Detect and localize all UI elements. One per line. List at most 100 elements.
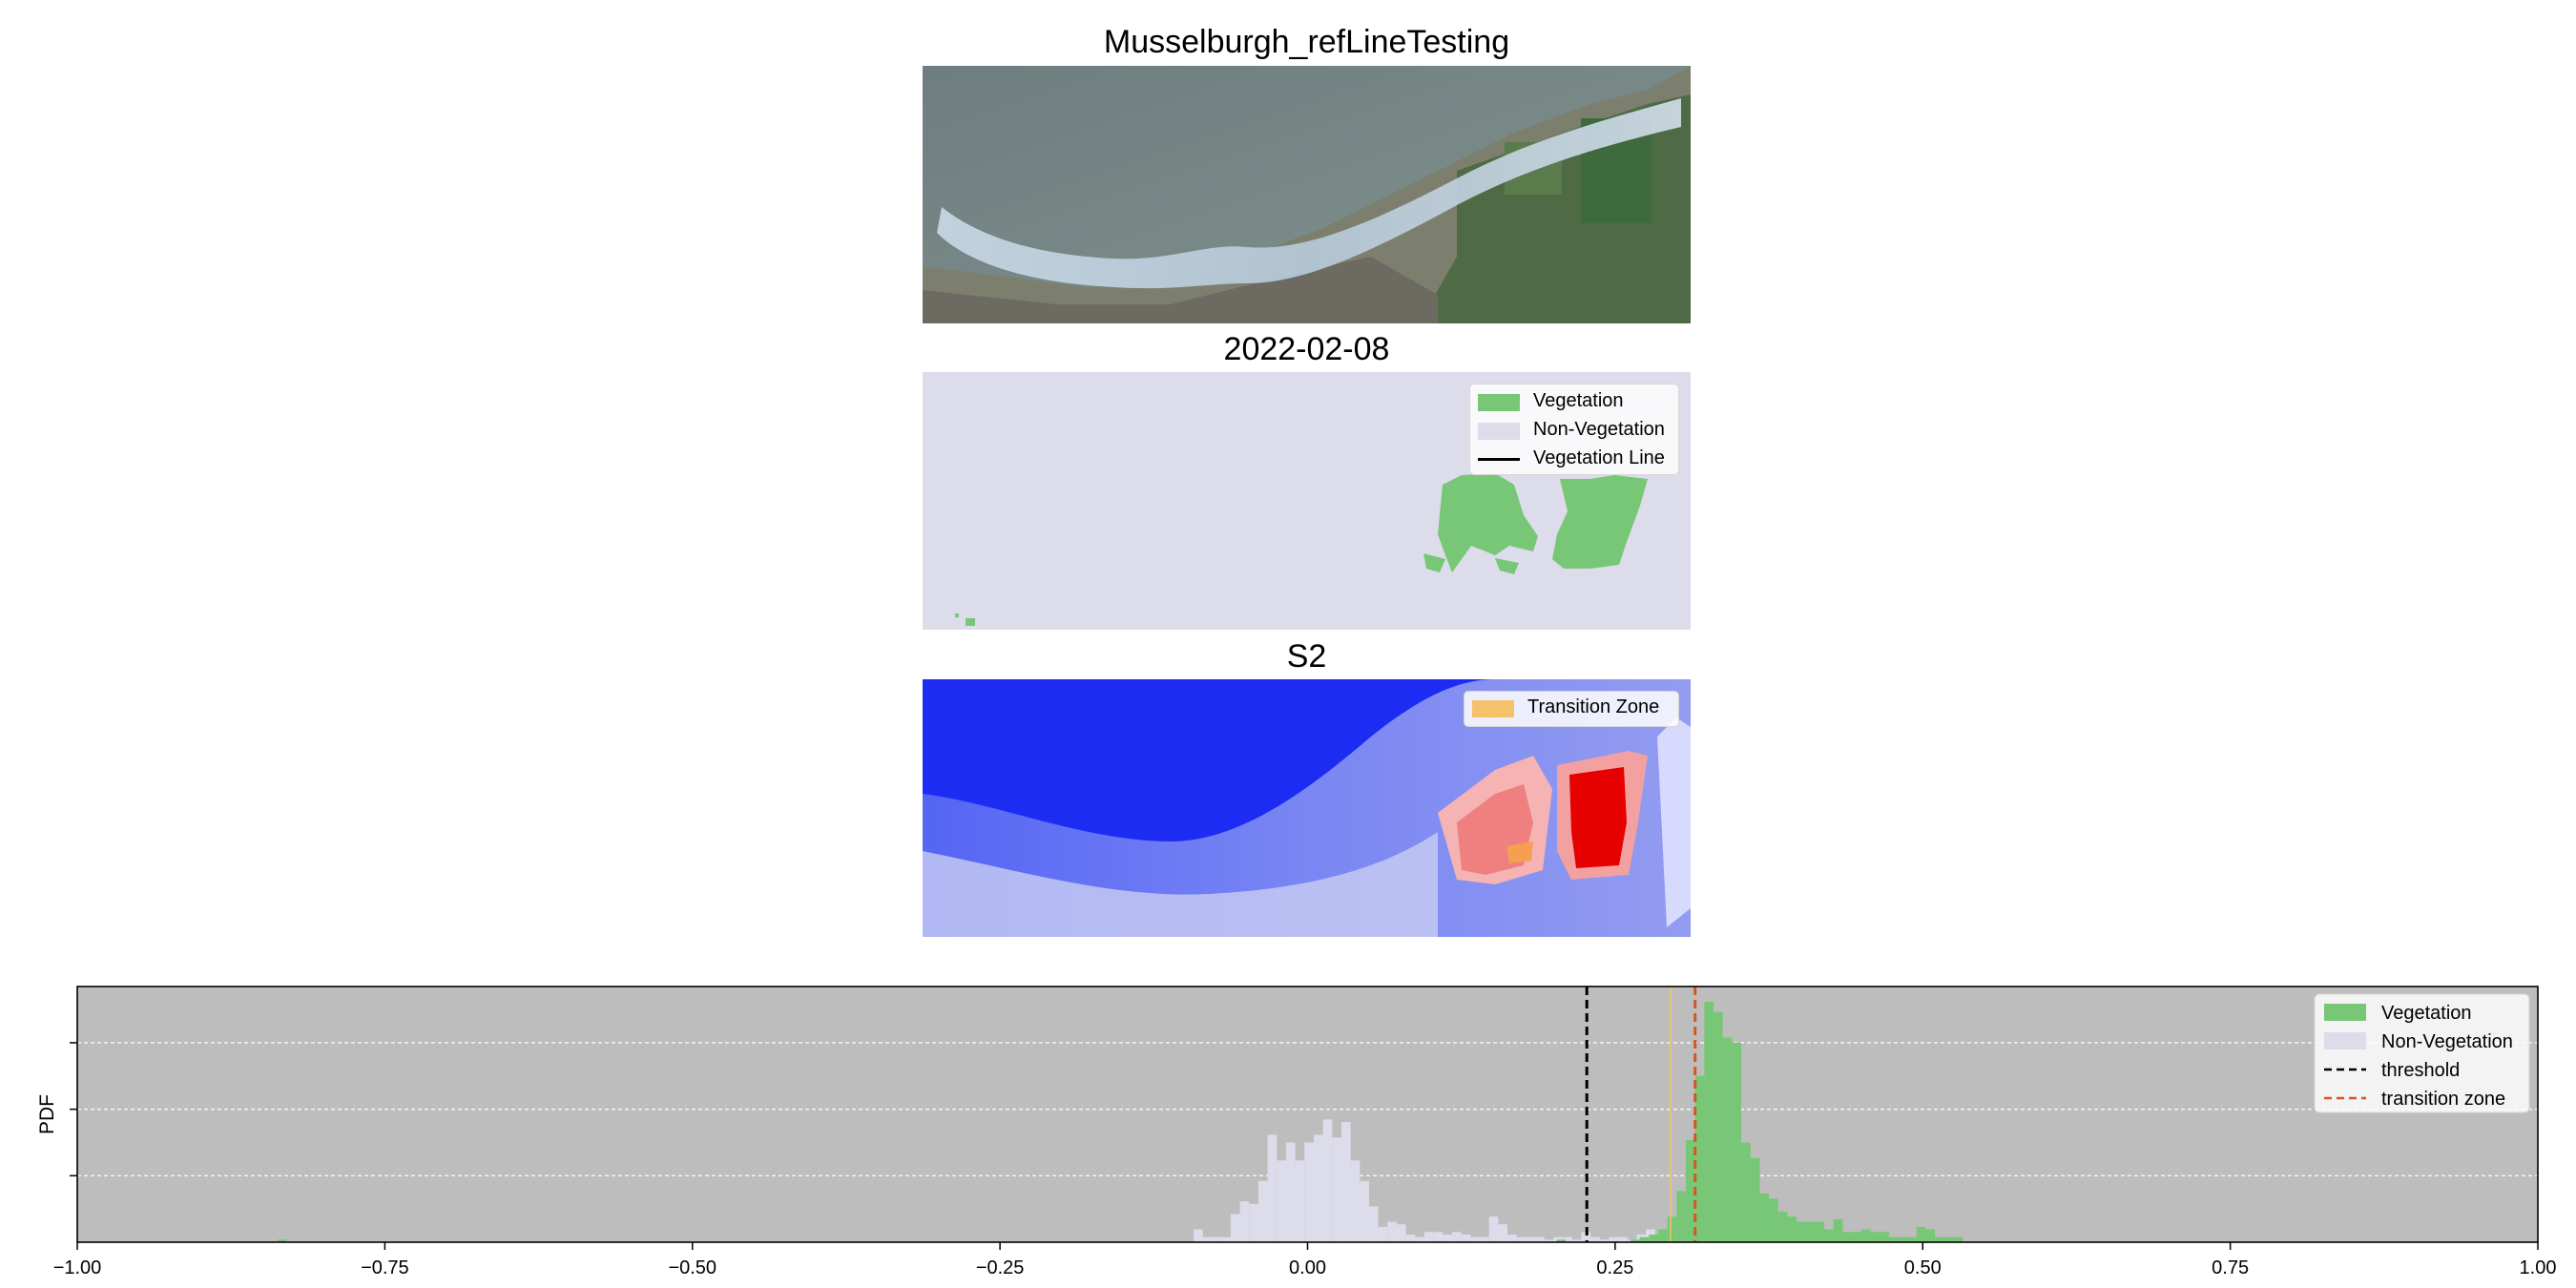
non-vegetation-bar: [1304, 1142, 1314, 1242]
legend-label-threshold: threshold: [2381, 1060, 2460, 1081]
non-vegetation-bar: [1405, 1234, 1416, 1242]
non-vegetation-bar: [1350, 1160, 1361, 1242]
vegetation-patch: [1423, 553, 1445, 572]
vegetation-bar: [1750, 1157, 1760, 1242]
vegetation-bar: [1880, 1232, 1889, 1242]
map-legend: Vegetation Non-Vegetation Vegetation Lin…: [1469, 384, 1679, 475]
non-vegetation-legend-swatch: [1478, 423, 1520, 440]
non-vegetation-bar: [1194, 1229, 1203, 1242]
vegetation-bar: [1769, 1198, 1778, 1242]
vegetation-bar: [1842, 1232, 1853, 1242]
vegetation-bar: [1907, 1236, 1917, 1242]
x-tick-label: 0.25: [1596, 1257, 1633, 1278]
non-vegetation-bar: [1360, 1180, 1369, 1242]
vegetation-bar: [1630, 1239, 1640, 1242]
non-vegetation-bar: [1618, 1236, 1628, 1242]
non-vegetation-bar: [1571, 1239, 1582, 1242]
vegetation-bar: [1833, 1218, 1843, 1242]
non-vegetation-bar: [1535, 1236, 1545, 1242]
non-vegetation-bar: [1452, 1232, 1462, 1242]
town-area: [923, 832, 1438, 937]
x-axis-ticks: −1.00 −0.75 −0.50 −0.25 0.00 0.25 0.50 0.75 1.00: [53, 1242, 2556, 1278]
non-vegetation-bar: [1313, 1134, 1323, 1242]
non-vegetation-bar: [1212, 1236, 1222, 1242]
vegetation-bar: [1741, 1142, 1751, 1242]
y-axis-ticks: [70, 1042, 77, 1177]
vegetation-bar: [1714, 1011, 1723, 1242]
non-vegetation-bar: [1526, 1236, 1536, 1242]
vegetation-bar: [1658, 1229, 1668, 1242]
non-vegetation-bar: [1498, 1224, 1508, 1242]
non-vegetation-bar: [1590, 1236, 1600, 1242]
vegetation-bar: [1824, 1229, 1834, 1242]
legend-label-vegetation: Vegetation: [2381, 1003, 2472, 1024]
vegetation-bar: [1815, 1221, 1825, 1242]
non-vegetation-bar: [1609, 1236, 1619, 1242]
non-vegetation-bar: [1378, 1226, 1388, 1242]
non-vegetation-bar: [1322, 1119, 1333, 1242]
panel-title-date: 2022-02-08: [1223, 331, 1390, 367]
legend-label-non-vegetation: Non-Vegetation: [2381, 1031, 2513, 1052]
non-vegetation-bar: [1581, 1232, 1591, 1242]
non-vegetation-bar: [1285, 1142, 1296, 1242]
vegetation-patch: [1438, 473, 1538, 572]
non-vegetation-bar: [1230, 1214, 1240, 1242]
histogram-legend: Vegetation Non-Vegetation threshold tran…: [2314, 993, 2530, 1113]
panel-title-site: Musselburgh_refLineTesting: [1103, 24, 1510, 60]
legend-label-transition-zone: transition zone: [2381, 1089, 2505, 1110]
vegetation-line-legend-swatch: [1478, 458, 1520, 461]
non-vegetation-bar: [1415, 1236, 1425, 1242]
vegetation-bar: [1649, 1234, 1659, 1242]
non-vegetation-bar: [1470, 1236, 1481, 1242]
non-vegetation-bar: [1368, 1206, 1379, 1242]
vegetation-bar: [1888, 1236, 1899, 1242]
vegetation-bar: [1704, 1002, 1714, 1242]
vegetation-bar: [1852, 1232, 1861, 1242]
x-tick-label: −0.25: [976, 1257, 1025, 1278]
vegetation-bar: [1805, 1221, 1816, 1242]
vegetation-bar: [1667, 1216, 1677, 1242]
non-vegetation-bar: [1257, 1180, 1268, 1242]
non-vegetation-bar: [1221, 1236, 1231, 1242]
non-vegetation-bar: [1396, 1224, 1406, 1242]
x-tick-label: 0.50: [1904, 1257, 1942, 1278]
non-vegetation-bar: [1480, 1236, 1489, 1242]
vegetation-patch: [966, 618, 975, 626]
vegetation-bar: [1953, 1236, 1963, 1242]
vegetation-bar: [1943, 1236, 1954, 1242]
non-vegetation-bar: [1267, 1134, 1278, 1242]
non-vegetation-bar: [1340, 1122, 1351, 1242]
vegetation-bar: [1759, 1194, 1770, 1242]
non-vegetation-bar: [1563, 1236, 1572, 1242]
vegetation-bar: [1870, 1232, 1880, 1242]
non-vegetation-bar: [1249, 1203, 1258, 1242]
reference-lines: [1585, 987, 1697, 1242]
non-vegetation-bar: [1443, 1234, 1453, 1242]
x-tick-label: −1.00: [53, 1257, 102, 1278]
non-vegetation-bar: [1387, 1221, 1397, 1242]
vegetation-bar: [1732, 1042, 1742, 1242]
non-vegetation-bar: [1544, 1239, 1554, 1242]
non-vegetation-bar: [1516, 1236, 1527, 1242]
vegetation-bar: [1787, 1216, 1797, 1242]
vegetation-patch: [955, 613, 959, 617]
vegetation-bar: [1916, 1226, 1926, 1242]
road-area: [1657, 717, 1691, 927]
legend-label-non-vegetation: Non-Vegetation: [1533, 419, 1665, 440]
vegetation-bar: [1686, 1139, 1695, 1242]
vegetation-patch: [1495, 558, 1519, 574]
legend-label-transition-zone: Transition Zone: [1527, 696, 1660, 717]
non-vegetation-bar: [1488, 1216, 1499, 1242]
legend-swatch-vegetation: [2324, 1004, 2366, 1021]
vegetation-patch: [1552, 475, 1648, 569]
x-tick-label: −0.50: [668, 1257, 717, 1278]
vegetation-bar: [1935, 1236, 1944, 1242]
vegetation-bar: [1694, 1075, 1705, 1242]
rgb-image-svg: [923, 66, 1691, 323]
non-vegetation-bar: [1599, 1239, 1610, 1242]
index-heatmap: Transition Zone: [923, 679, 1691, 937]
classification-map: Vegetation Non-Vegetation Vegetation Lin…: [923, 372, 1691, 630]
vegetation-bar: [1676, 1191, 1687, 1242]
non-vegetation-bar: [1461, 1234, 1471, 1242]
